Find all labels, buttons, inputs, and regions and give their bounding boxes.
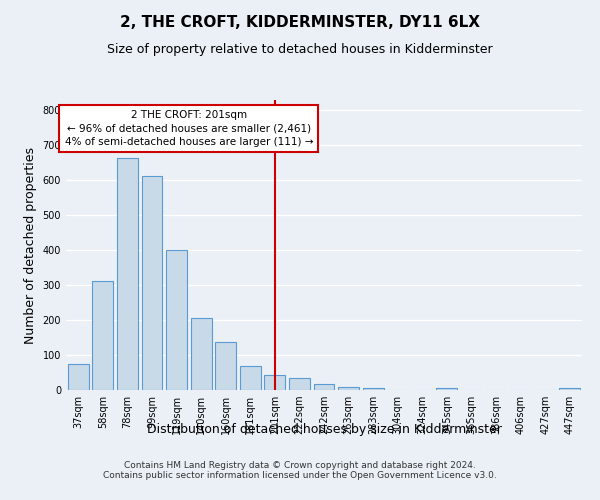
Text: 2, THE CROFT, KIDDERMINSTER, DY11 6LX: 2, THE CROFT, KIDDERMINSTER, DY11 6LX (120, 15, 480, 30)
Bar (68, 364, 89, 390)
Bar (142, 176, 163, 390)
Bar (166, 250, 187, 390)
Bar (289, 378, 310, 390)
Bar (92, 280, 113, 390)
Text: 2 THE CROFT: 201sqm
← 96% of detached houses are smaller (2,461)
4% of semi-deta: 2 THE CROFT: 201sqm ← 96% of detached ho… (65, 110, 313, 147)
Bar (338, 386, 359, 390)
Bar (559, 388, 580, 390)
Bar (436, 388, 457, 390)
Bar (314, 384, 334, 390)
Bar (265, 375, 286, 390)
Text: Distribution of detached houses by size in Kidderminster: Distribution of detached houses by size … (146, 422, 502, 436)
Text: Contains HM Land Registry data © Crown copyright and database right 2024.
Contai: Contains HM Land Registry data © Crown c… (103, 460, 497, 480)
Text: Size of property relative to detached houses in Kidderminster: Size of property relative to detached ho… (107, 42, 493, 56)
Bar (362, 388, 383, 390)
Bar (117, 158, 138, 390)
Bar (215, 342, 236, 390)
Bar (240, 366, 261, 390)
Bar (191, 318, 212, 390)
Y-axis label: Number of detached properties: Number of detached properties (24, 146, 37, 344)
